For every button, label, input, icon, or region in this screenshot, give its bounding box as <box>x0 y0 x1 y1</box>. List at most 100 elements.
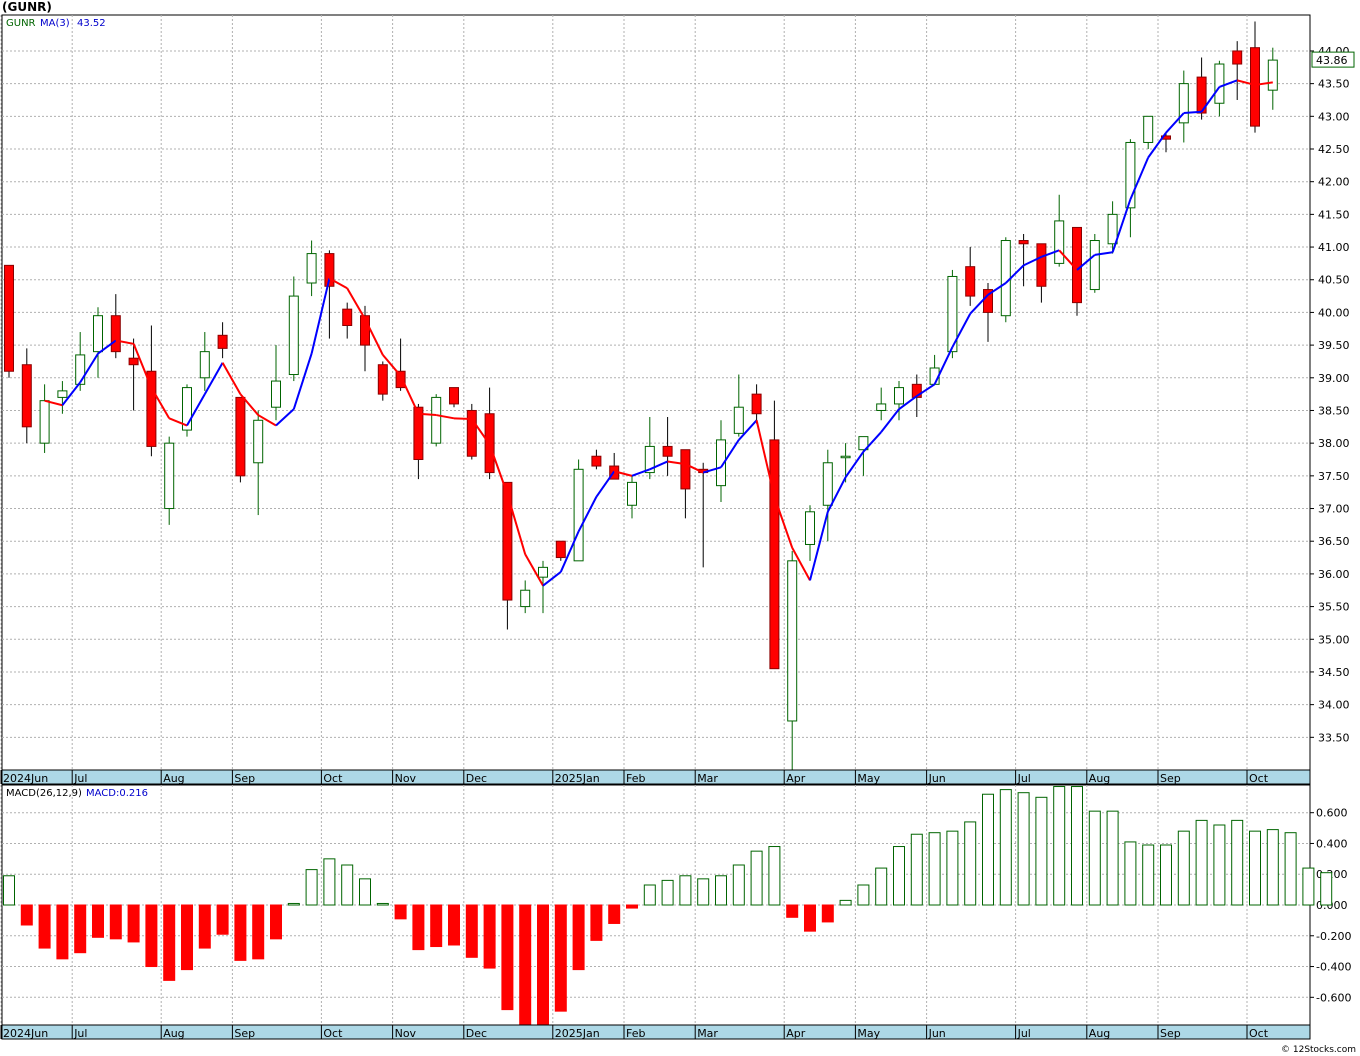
macd-bar-positive <box>1160 844 1172 906</box>
macd-bar-positive <box>1053 786 1066 906</box>
macd-bar-negative <box>109 904 122 940</box>
ma3-line-segment <box>132 343 153 388</box>
macd-bar-positive <box>1231 819 1244 906</box>
macd-bar-positive <box>1035 796 1048 906</box>
price-tick-label: 42.50 <box>1318 143 1350 156</box>
ma3-line-segment <box>310 278 331 354</box>
x-axis-label: Feb <box>626 772 645 785</box>
x-axis-label: Feb <box>626 1027 645 1040</box>
candle-up <box>1143 115 1154 143</box>
ma3-line-segment <box>1076 254 1096 271</box>
ma3-line-segment <box>168 417 188 427</box>
x-axis-label: 2025Jan <box>555 1027 600 1040</box>
macd-bar-positive <box>643 884 656 906</box>
macd-bar-positive <box>3 875 15 906</box>
price-tick-label: 35.00 <box>1318 633 1350 646</box>
ma3-line-segment <box>951 313 972 348</box>
candle-down <box>377 364 388 395</box>
macd-bar-positive <box>661 879 674 906</box>
price-x-axis-strip <box>1 769 1311 785</box>
macd-bar-negative <box>821 904 834 923</box>
macd-bar-positive <box>857 884 870 906</box>
last-price-label: 43.86 <box>1316 54 1348 67</box>
macd-bar-negative <box>554 904 567 1012</box>
macd-tick-label: -0.400 <box>1316 961 1351 974</box>
macd-bar-negative <box>465 904 478 958</box>
price-tick-label: 34.00 <box>1318 699 1350 712</box>
price-tick-label: 38.50 <box>1318 404 1350 417</box>
ma3-line-segment <box>328 277 348 290</box>
candle-down <box>555 540 566 559</box>
ma3-line-segment <box>738 419 758 441</box>
macd-bar-positive <box>1195 819 1208 906</box>
macd-bar-positive <box>750 850 763 906</box>
ma3-line-segment <box>933 346 954 385</box>
candle-down <box>751 393 762 415</box>
price-tick-label: 39.00 <box>1318 372 1350 385</box>
macd-bar-positive <box>964 821 977 906</box>
ma3-line-segment <box>755 420 776 497</box>
macd-bar-positive <box>1249 830 1261 906</box>
candle-up <box>199 351 210 379</box>
ma3-line-segment <box>150 387 171 419</box>
ma3-line-segment <box>524 553 544 587</box>
ma3-line-segment <box>1058 249 1078 271</box>
macd-bar-negative <box>74 904 87 954</box>
macd-tick-label: -0.600 <box>1316 991 1351 1004</box>
ma3-line-segment <box>1200 86 1221 113</box>
ma3-line-segment <box>79 353 99 383</box>
x-axis-label: 2024Jun <box>3 772 48 785</box>
ma3-line-segment <box>239 393 259 416</box>
macd-bar-positive <box>1088 810 1101 906</box>
macd-bar-negative <box>163 904 176 981</box>
candle-up <box>822 462 833 506</box>
macd-bar-negative <box>216 904 229 935</box>
x-axis-label: Aug <box>1089 1027 1110 1040</box>
macd-bar-positive <box>341 864 354 906</box>
macd-bar-positive <box>1213 824 1226 906</box>
ma3-line-segment <box>1183 110 1202 115</box>
macd-bar-negative <box>626 904 638 909</box>
macd-bar-positive <box>287 902 300 906</box>
macd-bar-positive <box>732 864 745 906</box>
candle-down <box>360 315 370 346</box>
ma3-line-segment <box>1111 199 1132 253</box>
macd-bar-positive <box>715 875 727 906</box>
price-tick-label: 42.00 <box>1318 176 1350 189</box>
x-axis-label: Sep <box>1160 772 1181 785</box>
candle-up <box>947 275 958 353</box>
ma3-line-segment <box>862 431 882 453</box>
x-axis-label: Jun <box>928 772 946 785</box>
candle-up <box>1107 213 1118 245</box>
candle-up <box>733 406 744 434</box>
candle-up <box>431 396 442 444</box>
macd-bar-positive <box>1320 872 1333 906</box>
x-axis-label: Jul <box>1017 1027 1031 1040</box>
price-tick-label: 35.50 <box>1318 601 1350 614</box>
price-tick-label: 33.50 <box>1318 731 1350 744</box>
candle-up <box>840 455 851 459</box>
macd-bar-positive <box>875 867 888 906</box>
macd-bar-positive <box>1302 867 1315 906</box>
x-axis-label: May <box>857 772 880 785</box>
ma3-line-segment <box>203 362 224 395</box>
macd-bar-positive <box>376 902 389 906</box>
candle-up <box>1089 240 1100 291</box>
candle-down <box>502 481 513 601</box>
candle-up <box>1178 83 1189 124</box>
x-axis-label: Jul <box>73 772 87 785</box>
macd-bar-negative <box>270 904 282 940</box>
x-axis-label: Apr <box>786 772 806 785</box>
x-axis-label: 2024Jun <box>3 1027 48 1040</box>
macd-bar-negative <box>448 904 460 946</box>
candle-up <box>75 354 86 385</box>
ma3-line-segment <box>470 418 491 446</box>
candle-up <box>1000 240 1011 317</box>
macd-bar-positive <box>1017 792 1030 906</box>
ma3-line-segment <box>382 354 402 377</box>
ma3-line-segment <box>506 493 527 555</box>
macd-bar-negative <box>537 904 549 1026</box>
candle-up <box>520 589 531 608</box>
ma3-line-segment <box>221 362 242 395</box>
candle-down <box>1196 76 1207 114</box>
